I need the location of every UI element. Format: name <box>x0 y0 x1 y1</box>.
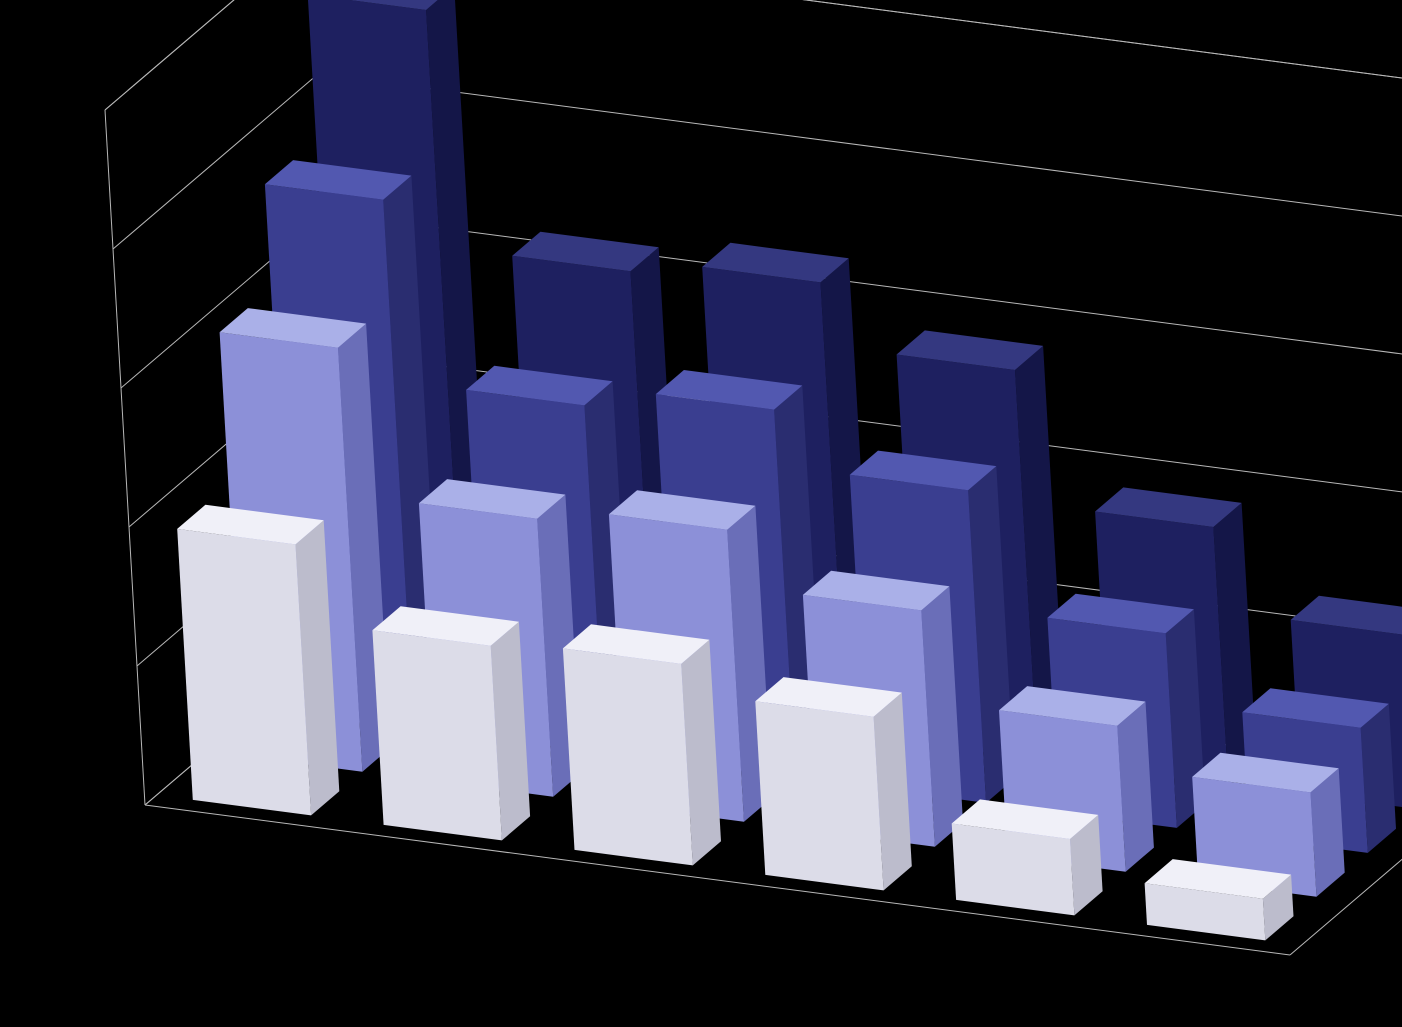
bar-S1-C3-front <box>563 648 693 865</box>
bar-S1-C5-front <box>952 824 1075 916</box>
bar-S1-C1-front <box>177 529 311 816</box>
bar-S1-C2-front <box>372 630 502 840</box>
bar3d-chart <box>0 0 1402 1027</box>
bar-S1-C4-front <box>755 701 883 890</box>
